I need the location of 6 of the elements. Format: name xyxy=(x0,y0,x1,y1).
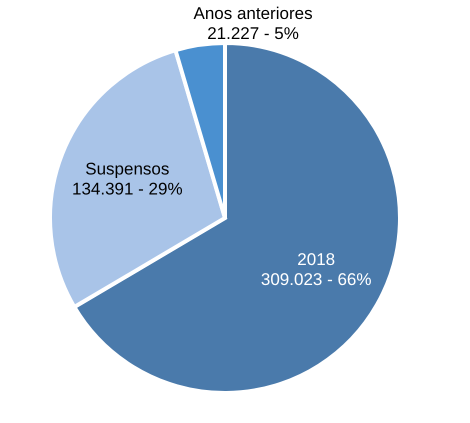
data-label: 134.391 - 29% xyxy=(72,180,183,199)
data-label: 309.023 - 66% xyxy=(260,270,372,290)
slice-label: Suspensos xyxy=(85,160,170,179)
slice-label: Anos anteriores xyxy=(193,4,313,24)
data-label: 21.227 - 5% xyxy=(207,24,299,44)
slice-label: 2018 xyxy=(297,250,336,270)
